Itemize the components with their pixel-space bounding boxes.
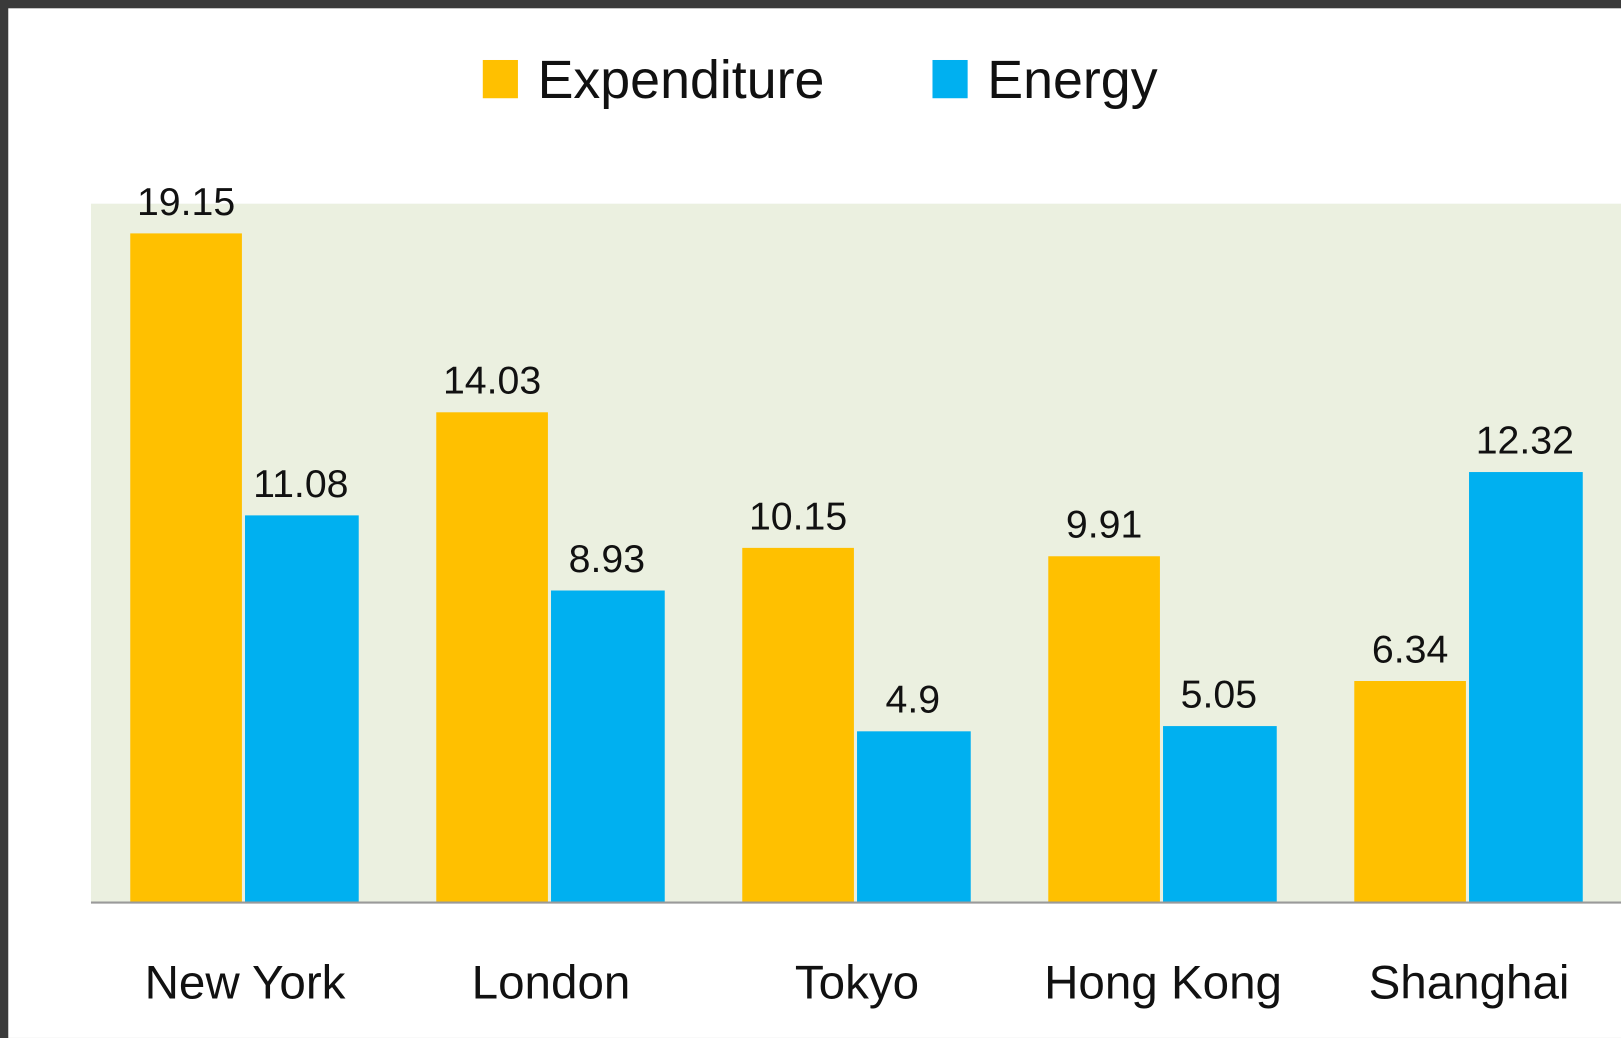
bar [1469, 472, 1583, 903]
bar [130, 233, 242, 903]
legend-swatch [482, 59, 518, 99]
legend-label: Expenditure [538, 50, 825, 110]
x-tick-label: Shanghai [1369, 957, 1570, 1010]
legend-label: Energy [987, 50, 1157, 110]
legend-swatch [932, 59, 968, 99]
x-tick-label: New York [145, 957, 346, 1010]
x-tick-label: Hong Kong [1044, 957, 1282, 1010]
data-label: 4.9 [886, 678, 941, 722]
data-label: 10.15 [749, 494, 847, 538]
data-label: 6.34 [1372, 627, 1448, 671]
x-tick-label: Tokyo [795, 957, 919, 1010]
bar [1163, 726, 1277, 903]
x-tick-label: London [472, 957, 631, 1010]
data-label: 12.32 [1476, 418, 1574, 462]
data-label: 19.15 [137, 180, 235, 224]
bar [245, 515, 359, 903]
bar [742, 547, 854, 903]
bar [551, 590, 665, 903]
data-label: 5.05 [1181, 672, 1257, 716]
bar [1354, 681, 1466, 903]
bar [1048, 556, 1160, 903]
data-label: 9.91 [1066, 503, 1142, 547]
data-label: 14.03 [443, 359, 541, 403]
bar [436, 412, 548, 903]
data-label: 11.08 [253, 462, 348, 506]
bar [857, 731, 971, 903]
data-label: 8.93 [569, 537, 645, 581]
